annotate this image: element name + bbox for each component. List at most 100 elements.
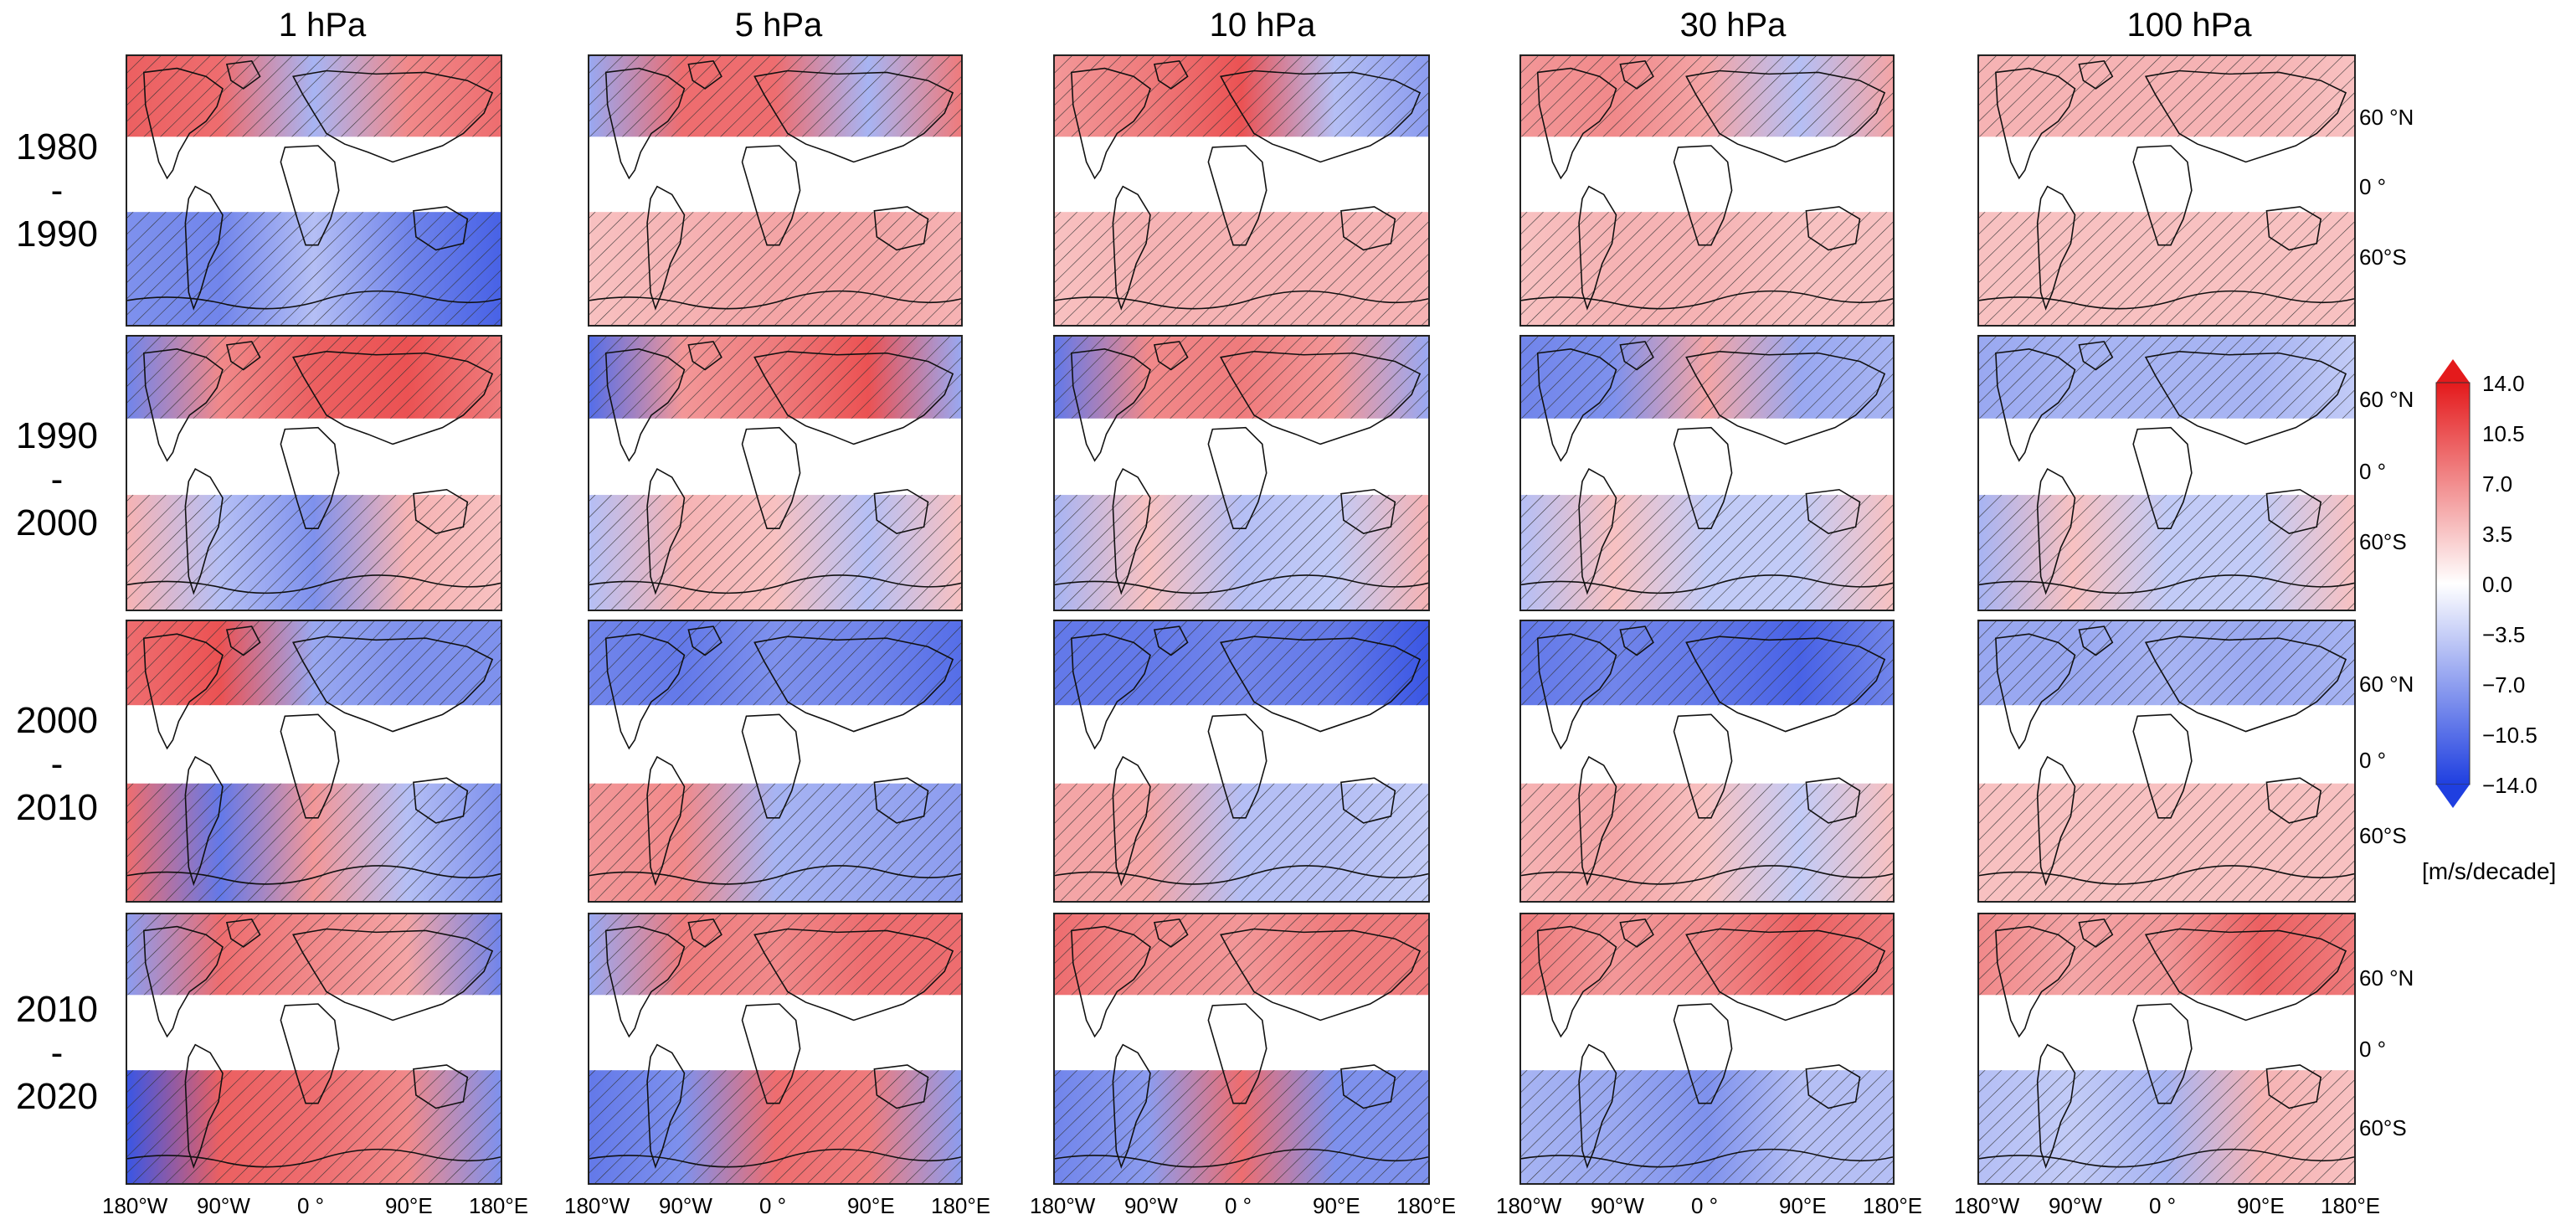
coastline	[2078, 341, 2114, 371]
lat-label-equator: 0 °	[2359, 174, 2387, 199]
coastline	[1979, 865, 2354, 885]
sh-hatching	[127, 495, 501, 610]
coastline	[873, 1064, 929, 1109]
sh-hatching	[1979, 783, 2354, 901]
coastline	[1995, 67, 2076, 180]
row-label-1980-1990: 1980 - 1990	[7, 126, 107, 256]
coastline	[2078, 59, 2114, 90]
coastline	[2132, 1003, 2193, 1104]
coastline	[646, 185, 686, 311]
coastline	[280, 1003, 340, 1104]
coastline	[2036, 755, 2076, 887]
coastline	[1673, 426, 1733, 529]
map-svg	[1979, 337, 2354, 610]
lon-tick-label: 180°W	[102, 1193, 168, 1218]
coastline	[1055, 1148, 1428, 1168]
coastline	[873, 488, 929, 534]
lon-tick-label: 90°W	[1591, 1193, 1644, 1218]
coastline	[604, 925, 686, 1038]
coastline	[1340, 488, 1396, 534]
sh-hatching	[1055, 212, 1428, 325]
sh-hatching	[589, 495, 961, 610]
nh-hatching	[127, 914, 501, 996]
nh-hatching	[1979, 914, 2354, 996]
coastline	[280, 145, 340, 246]
lon-tick-label: 90°W	[659, 1193, 712, 1218]
map-panel	[126, 54, 502, 327]
coastline	[2144, 69, 2347, 163]
colorbar-tick-3-5: 3.5	[2482, 522, 2513, 547]
coastline	[2078, 625, 2114, 656]
nh-hatching	[589, 914, 961, 996]
map-svg	[1521, 621, 1893, 901]
coastline	[413, 488, 469, 534]
map-svg	[1055, 56, 1428, 325]
map-panel	[588, 54, 963, 327]
row-label-2000-2010: 2000 - 2010	[7, 699, 107, 830]
coastline	[1340, 1064, 1396, 1109]
colorbar-unit-label: [m/s/decade]	[2422, 858, 2557, 884]
row-end: 2010	[16, 787, 98, 828]
coastline	[142, 348, 224, 462]
coastline	[1220, 69, 1422, 163]
lon-tick-label: 90°E	[2237, 1193, 2285, 1218]
coastline	[2078, 918, 2114, 948]
coastline	[142, 67, 224, 180]
coastline	[292, 636, 494, 733]
row-sep: -	[50, 1032, 64, 1073]
coastline	[646, 755, 686, 887]
coastline	[1153, 625, 1189, 656]
coastline	[589, 865, 961, 885]
map-panel	[1519, 913, 1895, 1185]
sh-hatching	[1055, 495, 1428, 610]
coastline	[2265, 777, 2322, 824]
coastline	[1995, 925, 2076, 1038]
nh-hatching	[1979, 56, 2354, 137]
colorbar-tick-7: 7.0	[2482, 471, 2513, 497]
row-sep: -	[50, 744, 64, 785]
coastline	[1220, 636, 1422, 733]
coastline	[1112, 1043, 1151, 1169]
sh-hatching	[589, 1070, 961, 1183]
coastline	[184, 185, 224, 311]
row-end: 2000	[16, 502, 98, 543]
map-panel	[1519, 335, 1895, 611]
lon-tick-label: 180°E	[1396, 1193, 1457, 1218]
column-title-30hpa: 30 hPa	[1679, 7, 1787, 44]
coastline	[1995, 348, 2076, 462]
coastline	[1578, 185, 1617, 311]
coastline	[1805, 488, 1861, 534]
coastline	[1070, 633, 1151, 750]
nh-hatching	[1979, 621, 2354, 706]
coastline	[1055, 865, 1428, 885]
coastline	[184, 467, 224, 595]
sh-hatching	[1979, 495, 2354, 610]
coastline	[753, 69, 954, 163]
map-panel	[126, 620, 502, 903]
map-svg	[589, 56, 961, 325]
colorbar-tick-neg-7: −7.0	[2482, 672, 2526, 697]
coastline	[1220, 928, 1422, 1022]
map-svg	[589, 914, 961, 1183]
nh-hatching	[127, 621, 501, 706]
map-svg	[589, 621, 961, 901]
sh-hatching	[1521, 212, 1893, 325]
map-svg	[1979, 914, 2354, 1183]
coastline	[184, 1043, 224, 1169]
coastline	[1207, 426, 1267, 529]
row-end: 2020	[16, 1076, 98, 1117]
coastline	[604, 633, 686, 750]
colorbar-tick-neg-14: −14.0	[2482, 773, 2537, 798]
lat-label-equator: 0 °	[2359, 459, 2387, 484]
row-sep: -	[50, 170, 64, 211]
map-panel	[1977, 335, 2356, 611]
lon-tick-label: 90°E	[1313, 1193, 1360, 1218]
map-panel	[1053, 54, 1430, 327]
map-panel	[588, 620, 963, 903]
coastline	[1685, 636, 1886, 733]
coastline	[413, 1064, 469, 1109]
map-panel	[588, 335, 963, 611]
coastline	[225, 341, 261, 371]
coastline	[1979, 290, 2354, 310]
map-panel	[126, 335, 502, 611]
